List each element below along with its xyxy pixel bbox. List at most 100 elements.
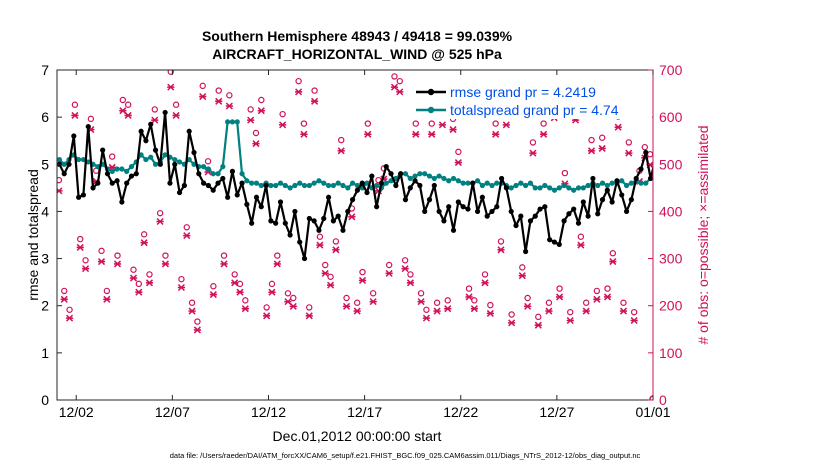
rmse-point: [537, 206, 543, 212]
obs-assimilated-marker: [529, 149, 537, 157]
totalspread-point: [513, 182, 519, 189]
rmse-point: [441, 218, 447, 224]
left-axis-ticks: 0 1 2 3 4 5 6 7: [41, 62, 62, 408]
rmse-point: [297, 239, 303, 245]
obs-assimilated-marker: [145, 279, 154, 287]
obs-assimilated-marker: [167, 83, 175, 91]
rmse-point: [378, 180, 385, 186]
obs-assimilated-marker: [279, 121, 287, 129]
obs-assimilated-marker: [422, 314, 431, 322]
totalspread-point: [374, 182, 380, 189]
totalspread-point: [234, 119, 240, 125]
totalspread-point: [138, 152, 144, 158]
obs-possible-marker: [567, 308, 574, 316]
totalspread-point: [335, 180, 341, 186]
obs-possible-marker: [284, 290, 292, 297]
obs-possible-marker: [492, 120, 499, 127]
obs-possible-marker: [444, 297, 451, 304]
rmse-point: [638, 166, 644, 172]
obs-possible-marker: [364, 120, 372, 127]
rmse-point: [215, 180, 221, 186]
rmse-point: [335, 213, 341, 219]
obs-possible-marker: [183, 224, 190, 231]
rmse-point: [249, 220, 255, 226]
obs-assimilated-marker: [316, 241, 324, 249]
rmse-point: [330, 218, 336, 224]
totalspread-point: [436, 173, 442, 179]
rmse-point: [508, 208, 514, 215]
legend-entry-totalspread: totalspread grand pr = 4.74: [416, 102, 619, 118]
rmse-point: [181, 182, 187, 189]
rmse-point: [479, 194, 485, 200]
obs-assimilated-marker: [103, 295, 111, 303]
rmse-point: [311, 218, 317, 224]
x-tick-label: 12/22: [443, 404, 478, 420]
rmse-point: [364, 189, 370, 196]
rmse-series: [57, 109, 653, 262]
rmse-point: [556, 241, 562, 248]
rmse-point: [148, 121, 154, 127]
obs-assimilated-marker: [438, 121, 446, 129]
rmse-point: [374, 204, 380, 210]
rmse-point: [647, 175, 653, 182]
totalspread-point: [537, 185, 543, 191]
rmse-point: [623, 208, 630, 215]
obs-assimilated-marker: [593, 295, 601, 303]
obs-assimilated-marker: [358, 276, 367, 284]
obs-possible-marker: [87, 115, 95, 123]
obs-assimilated-marker: [60, 295, 68, 303]
obs-possible-marker: [316, 233, 324, 240]
totalspread-point: [205, 166, 212, 172]
rmse-point: [225, 194, 231, 200]
totalspread-point: [542, 182, 548, 189]
obs-possible-marker: [540, 120, 547, 127]
left-tick-label: 2: [41, 298, 49, 314]
rmse-point: [71, 133, 77, 139]
obs-possible-marker: [556, 285, 563, 292]
obs-possible-marker: [396, 77, 403, 85]
obs-assimilated-marker: [364, 130, 372, 138]
totalspread-point: [239, 171, 245, 177]
obs-possible-marker: [561, 169, 569, 177]
obs-possible-marker: [108, 153, 116, 160]
obs-possible-marker: [61, 287, 68, 295]
legend-spread-marker: [427, 106, 435, 114]
rmse-point: [234, 192, 240, 198]
rmse-point: [191, 149, 197, 156]
obs-assimilated-marker: [140, 239, 148, 247]
rmse-point: [619, 192, 625, 198]
rmse-point: [532, 213, 538, 219]
rmse-point: [186, 128, 192, 134]
legend-background: [412, 79, 652, 119]
obs-possible-marker: [338, 136, 345, 144]
obs-possible-marker: [609, 250, 617, 257]
totalspread-point: [253, 180, 260, 186]
obs-assimilated-marker: [199, 93, 207, 101]
rmse-point: [498, 175, 505, 182]
obs-possible-marker: [98, 247, 105, 255]
obs-possible-marker: [103, 287, 111, 295]
left-tick-label: 1: [41, 345, 49, 361]
rmse-point: [595, 211, 601, 217]
obs-possible-marker: [519, 264, 526, 271]
right-tick-label: 400: [659, 203, 683, 219]
rmse-point: [176, 189, 183, 196]
totalspread-point: [571, 187, 577, 193]
totalspread-point: [628, 180, 634, 186]
rmse-point: [359, 180, 365, 186]
totalspread-point: [311, 180, 317, 186]
rmse-point: [470, 180, 476, 186]
obs-assimilated-marker: [57, 187, 63, 195]
obs-possible-marker: [215, 87, 222, 94]
obs-assimilated-marker: [326, 281, 335, 289]
right-tick-label: 700: [659, 62, 683, 78]
obs-assimilated-marker: [310, 97, 319, 105]
obs-assimilated-marker: [135, 288, 143, 296]
obs-assimilated-marker: [390, 83, 399, 91]
totalspread-point: [556, 185, 562, 191]
obs-assimilated-marker: [257, 107, 265, 115]
rmse-point: [590, 175, 596, 182]
obs-possible-marker: [433, 299, 441, 306]
rmse-point: [316, 227, 322, 233]
